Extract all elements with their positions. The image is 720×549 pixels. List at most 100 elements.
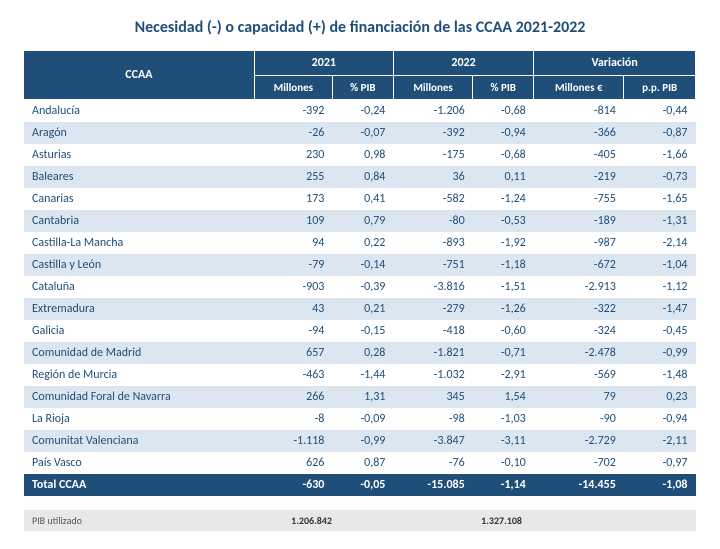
cell-vp: -2,11 (624, 430, 696, 452)
cell-m21: 255 (254, 166, 332, 188)
cell-name: Total CCAA (24, 474, 254, 496)
cell-vp: -0,45 (624, 320, 696, 342)
table-row: Extremadura430,21-279-1,26-322-1,47 (24, 298, 696, 320)
col-2022: 2022 (393, 51, 533, 76)
table-row: Canarias1730,41-582-1,24-755-1,65 (24, 188, 696, 210)
footnote-v1: 1.206.842 (192, 514, 332, 527)
cell-vp: -1,31 (624, 210, 696, 232)
cell-p21: -0,14 (332, 254, 393, 276)
cell-p22: -0,60 (473, 320, 534, 342)
cell-m22: -3.847 (393, 430, 472, 452)
cell-m22: -15.085 (393, 474, 472, 496)
cell-vm: -755 (534, 188, 624, 210)
col-2022-millones: Millones (393, 76, 472, 100)
cell-m21: 43 (254, 298, 332, 320)
cell-vm: -702 (534, 452, 624, 474)
cell-p22: -0,68 (473, 100, 534, 123)
cell-name: Comunidad Foral de Navarra (24, 386, 254, 408)
cell-vm: -2.729 (534, 430, 624, 452)
cell-m21: 657 (254, 342, 332, 364)
cell-name: Baleares (24, 166, 254, 188)
cell-m22: -76 (393, 452, 472, 474)
cell-vp: -1,65 (624, 188, 696, 210)
table-row: La Rioja-8-0,09-98-1,03-90-0,94 (24, 408, 696, 430)
cell-vp: -1,47 (624, 298, 696, 320)
cell-p21: -0,09 (332, 408, 393, 430)
table-row: Galicia-94-0,15-418-0,60-324-0,45 (24, 320, 696, 342)
cell-name: Aragón (24, 122, 254, 144)
table-row: Región de Murcia-463-1,44-1.032-2,91-569… (24, 364, 696, 386)
col-var-pib: p.p. PIB (624, 76, 696, 100)
cell-m21: -79 (254, 254, 332, 276)
cell-name: Castilla-La Mancha (24, 232, 254, 254)
footnote: PIB utilizado 1.206.842 1.327.108 (24, 510, 696, 531)
col-variacion: Variación (534, 51, 696, 76)
footnote-v2: 1.327.108 (332, 514, 522, 527)
cell-p22: -0,68 (473, 144, 534, 166)
cell-p21: -0,39 (332, 276, 393, 298)
cell-vm: -987 (534, 232, 624, 254)
cell-p22: 1,54 (473, 386, 534, 408)
cell-m22: -582 (393, 188, 472, 210)
cell-p22: 0,11 (473, 166, 534, 188)
cell-vm: -405 (534, 144, 624, 166)
table-row: Castilla y León-79-0,14-751-1,18-672-1,0… (24, 254, 696, 276)
cell-m22: -418 (393, 320, 472, 342)
cell-m22: -1.206 (393, 100, 472, 123)
cell-m22: -3.816 (393, 276, 472, 298)
cell-p21: 0,21 (332, 298, 393, 320)
cell-m21: 173 (254, 188, 332, 210)
table-row: Cantabria1090,79-80-0,53-189-1,31 (24, 210, 696, 232)
cell-vp: 0,23 (624, 386, 696, 408)
cell-p22: -1,24 (473, 188, 534, 210)
cell-name: Canarias (24, 188, 254, 210)
cell-m21: -26 (254, 122, 332, 144)
cell-m21: 626 (254, 452, 332, 474)
cell-m21: 109 (254, 210, 332, 232)
col-2022-pib: % PIB (473, 76, 534, 100)
cell-vp: -0,97 (624, 452, 696, 474)
table-row: Cataluña-903-0,39-3.816-1,51-2.913-1,12 (24, 276, 696, 298)
cell-p21: -0,15 (332, 320, 393, 342)
cell-p22: -2,91 (473, 364, 534, 386)
cell-p21: 0,87 (332, 452, 393, 474)
cell-p21: 0,28 (332, 342, 393, 364)
cell-vp: -1,48 (624, 364, 696, 386)
cell-p22: -1,51 (473, 276, 534, 298)
cell-m21: -463 (254, 364, 332, 386)
cell-m22: -893 (393, 232, 472, 254)
cell-p22: -1,14 (473, 474, 534, 496)
cell-m22: 36 (393, 166, 472, 188)
cell-p22: -0,10 (473, 452, 534, 474)
cell-m21: -1.118 (254, 430, 332, 452)
cell-vp: -1,04 (624, 254, 696, 276)
cell-m22: -98 (393, 408, 472, 430)
cell-p21: -0,07 (332, 122, 393, 144)
cell-name: Comunidad de Madrid (24, 342, 254, 364)
cell-name: Región de Murcia (24, 364, 254, 386)
cell-p22: -0,94 (473, 122, 534, 144)
cell-vm: -2.913 (534, 276, 624, 298)
cell-p22: -1,92 (473, 232, 534, 254)
col-var-millones: Millones € (534, 76, 624, 100)
cell-name: Asturias (24, 144, 254, 166)
cell-name: Andalucía (24, 100, 254, 123)
cell-vp: -1,08 (624, 474, 696, 496)
table-row: Comunidad Foral de Navarra2661,313451,54… (24, 386, 696, 408)
cell-vm: -2.478 (534, 342, 624, 364)
cell-vm: -814 (534, 100, 624, 123)
cell-m21: -8 (254, 408, 332, 430)
cell-vm: -90 (534, 408, 624, 430)
cell-name: Cantabria (24, 210, 254, 232)
cell-name: Extremadura (24, 298, 254, 320)
cell-m21: 266 (254, 386, 332, 408)
col-ccaa: CCAA (24, 51, 254, 100)
col-2021-pib: % PIB (332, 76, 393, 100)
cell-m22: -392 (393, 122, 472, 144)
table-row: Asturias2300,98-175-0,68-405-1,66 (24, 144, 696, 166)
table-row: Comunitat Valenciana-1.118-0,99-3.847-3,… (24, 430, 696, 452)
cell-p22: -3,11 (473, 430, 534, 452)
cell-name: Cataluña (24, 276, 254, 298)
cell-p22: -1,26 (473, 298, 534, 320)
table-row: Aragón-26-0,07-392-0,94-366-0,87 (24, 122, 696, 144)
